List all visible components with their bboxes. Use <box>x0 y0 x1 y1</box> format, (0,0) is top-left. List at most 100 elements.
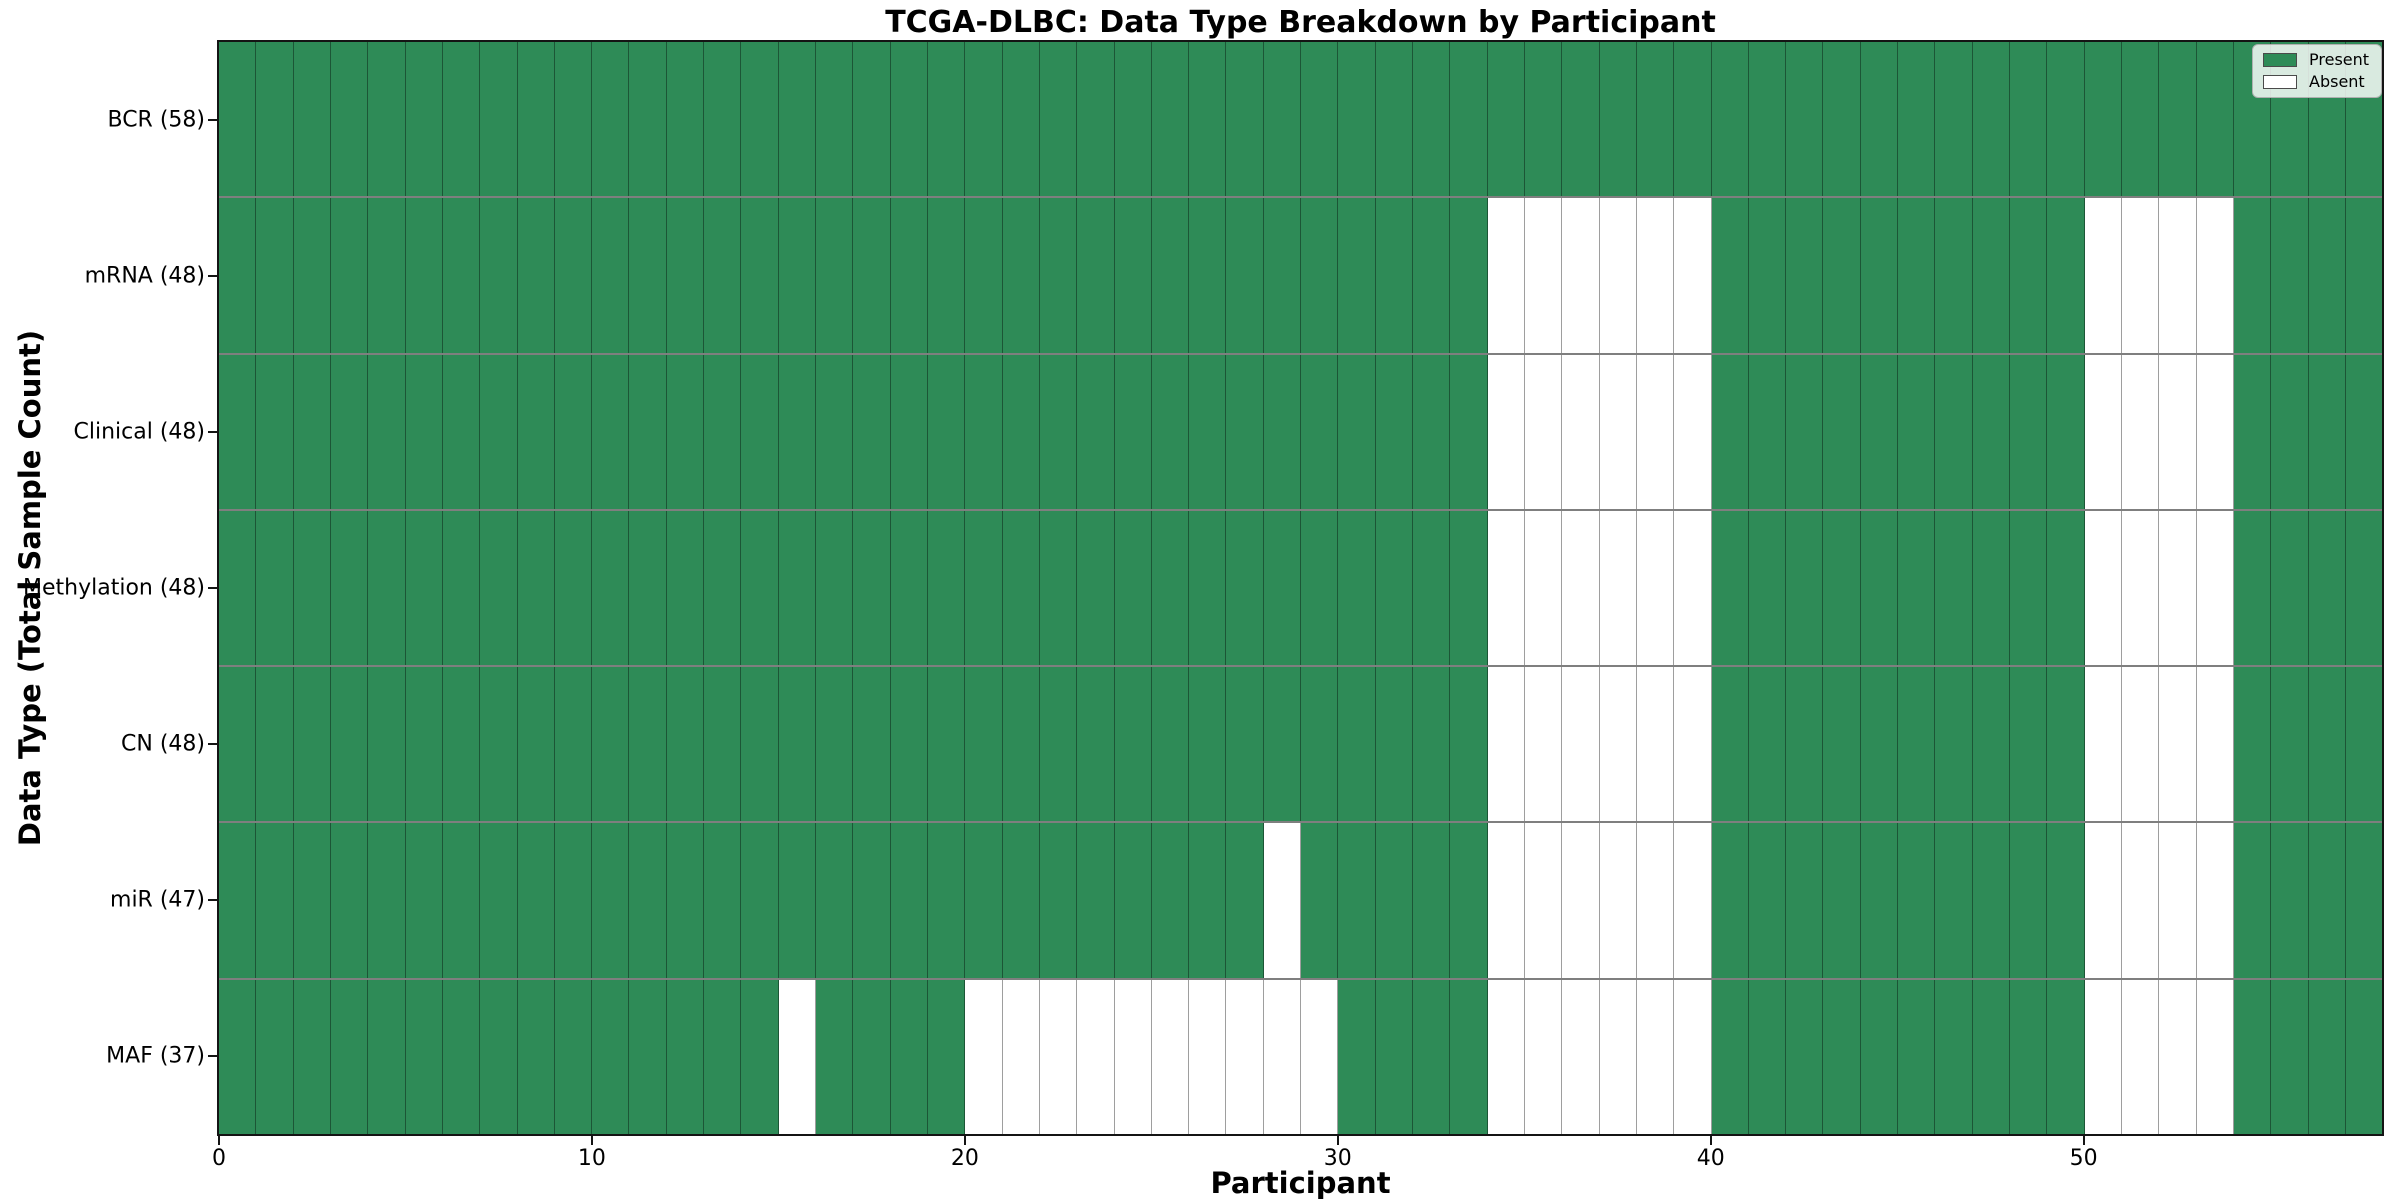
heatmap-cell <box>368 42 406 197</box>
heatmap-cell <box>1413 510 1451 666</box>
heatmap-cell <box>2196 667 2234 822</box>
heatmap-cell <box>1375 667 1413 822</box>
heatmap-cell <box>1860 354 1899 509</box>
heatmap-cell <box>704 979 742 1134</box>
heatmap-cell <box>1487 979 1525 1134</box>
y-tick-label: Methylation (48) <box>23 575 205 601</box>
heatmap-cell <box>1972 979 2010 1134</box>
heatmap-cell <box>2084 510 2122 666</box>
heatmap-cell <box>2345 823 2383 978</box>
heatmap-cell <box>405 354 443 509</box>
heatmap-cell <box>1524 979 1563 1134</box>
heatmap-cell <box>927 667 966 822</box>
heatmap-cell <box>965 667 1003 822</box>
heatmap-cell <box>1636 510 1675 666</box>
heatmap-cell <box>1450 823 1488 978</box>
heatmap-cell <box>2233 510 2272 666</box>
heatmap-cell <box>1674 510 1712 666</box>
y-tick-mark <box>208 275 217 277</box>
heatmap-cell <box>517 510 555 666</box>
heatmap-row-mrna <box>219 198 2383 355</box>
y-tick-label: miR (47) <box>110 887 205 913</box>
heatmap-cell <box>629 667 667 822</box>
heatmap-cell <box>554 42 593 197</box>
heatmap-cell <box>1898 42 1936 197</box>
heatmap-cell <box>1002 823 1040 978</box>
heatmap-cell <box>890 42 928 197</box>
heatmap-cell <box>1338 510 1376 666</box>
heatmap-cell <box>853 823 891 978</box>
heatmap-cell <box>442 198 481 353</box>
heatmap-cell <box>1450 667 1488 822</box>
heatmap-cell <box>1562 823 1600 978</box>
heatmap-cell <box>1375 198 1413 353</box>
heatmap-cell <box>1972 198 2010 353</box>
heatmap-cell <box>1860 667 1899 822</box>
heatmap-cell <box>1487 198 1525 353</box>
heatmap-cell <box>1077 198 1115 353</box>
heatmap-cell <box>1189 198 1227 353</box>
heatmap-cell <box>1599 42 1637 197</box>
heatmap-cell <box>1636 823 1675 978</box>
heatmap-cell <box>629 42 667 197</box>
heatmap-cell <box>741 979 779 1134</box>
heatmap-cell <box>853 979 891 1134</box>
heatmap-cell <box>2084 667 2122 822</box>
heatmap-cell <box>1786 823 1824 978</box>
heatmap-cell <box>330 979 369 1134</box>
heatmap-cell <box>592 42 630 197</box>
heatmap-cell <box>368 510 406 666</box>
heatmap-cell <box>1823 979 1861 1134</box>
heatmap-cell <box>1301 510 1339 666</box>
heatmap-cell <box>2047 354 2085 509</box>
heatmap-cell <box>666 510 705 666</box>
heatmap-cell <box>219 823 257 978</box>
heatmap-cell <box>219 354 257 509</box>
heatmap-cell <box>1151 667 1190 822</box>
heatmap-cell <box>1375 510 1413 666</box>
heatmap-cell <box>1711 979 1749 1134</box>
heatmap-cell <box>1748 823 1787 978</box>
heatmap-cell <box>1189 510 1227 666</box>
heatmap-cell <box>778 354 816 509</box>
heatmap-cell <box>1972 510 2010 666</box>
heatmap-cell <box>1562 667 1600 822</box>
heatmap-cell <box>442 823 481 978</box>
heatmap-cell <box>1263 42 1302 197</box>
legend-item-present: Present <box>2263 52 2369 68</box>
heatmap-cell <box>517 354 555 509</box>
heatmap-cell <box>1636 198 1675 353</box>
x-tick-label: 40 <box>1696 1146 1725 1171</box>
heatmap-cell <box>256 510 294 666</box>
heatmap-cell <box>778 823 816 978</box>
heatmap-cell <box>2308 198 2346 353</box>
heatmap-cell <box>1301 198 1339 353</box>
absent-swatch-icon <box>2263 75 2297 89</box>
heatmap-cell <box>1823 42 1861 197</box>
x-tick-label: 50 <box>2069 1146 2098 1171</box>
heatmap-cell <box>1114 510 1152 666</box>
heatmap-cell <box>2121 198 2160 353</box>
heatmap-cell <box>330 42 369 197</box>
heatmap-cell <box>256 823 294 978</box>
heatmap-cell <box>1860 510 1899 666</box>
heatmap-cell <box>517 979 555 1134</box>
heatmap-cell <box>2121 979 2160 1134</box>
heatmap-cell <box>2121 510 2160 666</box>
heatmap-cell <box>517 198 555 353</box>
heatmap-cell <box>293 42 331 197</box>
heatmap-cell <box>554 510 593 666</box>
heatmap-cell <box>890 979 928 1134</box>
heatmap-cell <box>1674 354 1712 509</box>
heatmap-cell <box>1039 979 1078 1134</box>
heatmap-cell <box>1898 354 1936 509</box>
heatmap-cell <box>890 354 928 509</box>
heatmap-cell <box>2159 510 2197 666</box>
heatmap-cell <box>853 510 891 666</box>
heatmap-cell <box>853 354 891 509</box>
heatmap-cell <box>965 198 1003 353</box>
heatmap-cell <box>480 354 518 509</box>
heatmap-cell <box>1375 354 1413 509</box>
heatmap-cell <box>1711 510 1749 666</box>
heatmap-cell <box>1151 198 1190 353</box>
